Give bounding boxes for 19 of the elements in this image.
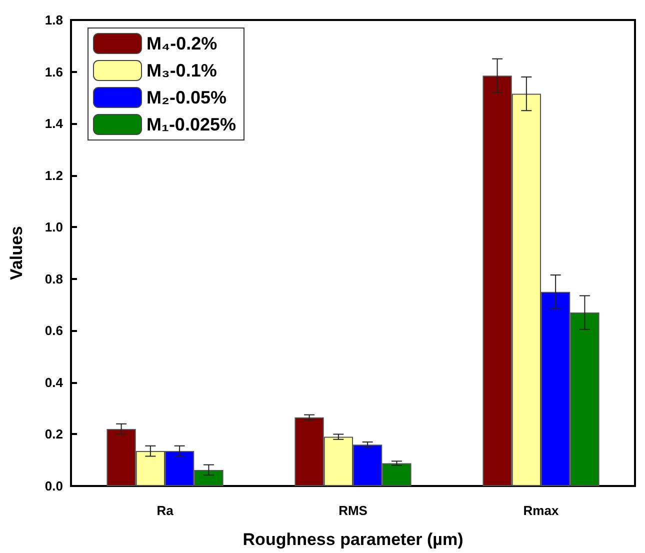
y-tick-label: 0.4 [44,374,64,390]
y-tick-label: 1.0 [44,220,63,235]
y-tick-label: 0.0 [44,478,63,494]
y-tick-label: 0.8 [44,271,63,286]
legend-label: M₁-0.025% [146,114,236,134]
y-tick-label: 1.4 [44,116,64,132]
x-axis-title: Roughness parameter (µm) [242,530,464,549]
y-tick-label: 0.2 [44,426,63,442]
x-tick-label: Rmax [523,503,560,518]
x-tick-label: RMS [338,503,368,518]
x-tick-label: Ra [156,503,174,518]
y-tick-label: 1.6 [44,64,63,80]
y-tick-label: 1.8 [44,12,63,28]
y-tick-label: 0.6 [44,323,63,338]
legend-label: M₄-0.2% [146,34,218,54]
y-axis-title: Values [7,226,26,280]
legend-label: M₃-0.1% [146,60,217,80]
legend-label: M₂-0.05% [146,88,227,108]
y-tick-label: 1.2 [44,168,63,183]
